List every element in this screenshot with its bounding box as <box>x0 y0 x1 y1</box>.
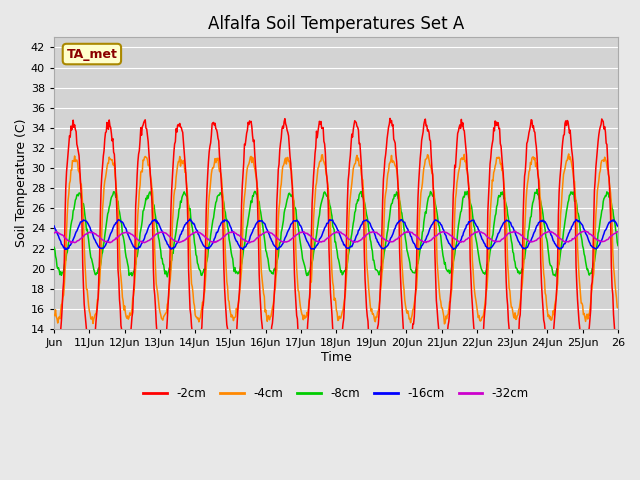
-16cm <box>428 223 435 228</box>
-32cm <box>395 234 403 240</box>
Legend: -2cm, -4cm, -8cm, -16cm, -32cm: -2cm, -4cm, -8cm, -16cm, -32cm <box>138 383 534 405</box>
-32cm <box>582 228 589 234</box>
Title: Alfalfa Soil Temperatures Set A: Alfalfa Soil Temperatures Set A <box>208 15 464 33</box>
-8cm <box>249 193 257 199</box>
-16cm <box>116 218 124 224</box>
Line: -2cm: -2cm <box>54 119 618 363</box>
-2cm <box>116 305 124 311</box>
-8cm <box>270 267 278 273</box>
-2cm <box>396 247 403 253</box>
-8cm <box>427 189 435 194</box>
-2cm <box>249 133 257 139</box>
-32cm <box>270 232 278 238</box>
-16cm <box>221 217 228 223</box>
-32cm <box>50 230 58 236</box>
-4cm <box>440 321 448 327</box>
Line: -4cm: -4cm <box>54 154 618 324</box>
Y-axis label: Soil Temperature (C): Soil Temperature (C) <box>15 119 28 247</box>
-32cm <box>116 232 124 238</box>
-8cm <box>50 244 58 250</box>
-2cm <box>193 360 201 366</box>
-8cm <box>614 243 622 249</box>
-8cm <box>163 274 171 280</box>
-32cm <box>210 240 218 246</box>
-4cm <box>426 161 433 167</box>
-4cm <box>220 208 228 214</box>
-16cm <box>239 247 247 252</box>
-16cm <box>271 243 278 249</box>
-16cm <box>614 223 622 229</box>
Text: TA_met: TA_met <box>67 48 117 60</box>
-16cm <box>250 227 257 232</box>
-4cm <box>565 151 573 157</box>
-2cm <box>50 351 58 357</box>
-8cm <box>395 196 403 202</box>
-8cm <box>221 207 228 213</box>
-32cm <box>249 239 257 244</box>
-2cm <box>614 348 622 354</box>
-4cm <box>50 312 58 318</box>
-2cm <box>270 298 278 304</box>
-8cm <box>533 186 541 192</box>
-2cm <box>386 116 394 121</box>
-8cm <box>116 214 124 219</box>
-4cm <box>116 268 124 274</box>
-32cm <box>221 233 228 239</box>
Line: -8cm: -8cm <box>54 189 618 277</box>
Line: -16cm: -16cm <box>54 219 618 250</box>
-2cm <box>428 154 435 159</box>
-32cm <box>427 238 435 243</box>
-4cm <box>248 160 255 166</box>
-4cm <box>269 302 277 308</box>
-2cm <box>221 286 228 292</box>
X-axis label: Time: Time <box>321 351 351 364</box>
-4cm <box>394 184 402 190</box>
-16cm <box>50 223 58 229</box>
Line: -32cm: -32cm <box>54 231 618 243</box>
-16cm <box>396 218 403 224</box>
-4cm <box>614 305 622 311</box>
-32cm <box>614 229 622 235</box>
-16cm <box>186 216 194 222</box>
